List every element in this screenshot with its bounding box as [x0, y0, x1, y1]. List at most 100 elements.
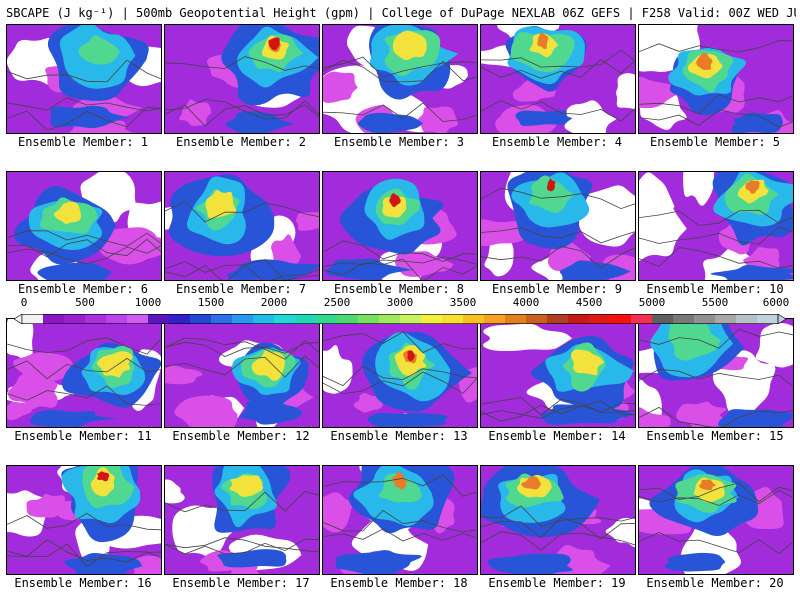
ensemble-member-map: [322, 24, 478, 134]
colorbar-swatch: [22, 314, 44, 324]
colorbar-swatch: [442, 314, 464, 324]
colorbar-swatch: [379, 314, 401, 324]
sbcape-field: [639, 319, 793, 427]
colorbar-swatch: [127, 314, 149, 324]
sbcape-field: [481, 25, 635, 133]
colorbar-swatch: [547, 314, 569, 324]
ensemble-member-label: Ensemble Member: 9: [491, 282, 623, 296]
colorbar-swatch: [169, 314, 191, 324]
sbcape-field: [165, 172, 319, 280]
ensemble-member-label: Ensemble Member: 7: [175, 282, 307, 296]
colorbar-right-arrow: [777, 313, 787, 325]
ensemble-member-map: [638, 24, 794, 134]
ensemble-member-map: [6, 24, 162, 134]
colorbar-swatch: [316, 314, 338, 324]
colorbar-swatch: [295, 314, 317, 324]
sbcape-field: [639, 466, 793, 574]
colorbar-tick-label: 4500: [575, 296, 603, 309]
ensemble-member-label: Ensemble Member: 1: [17, 135, 149, 149]
colorbar-tick-label: 1000: [134, 296, 162, 309]
colorbar-swatch: [505, 314, 527, 324]
colorbar-swatch: [736, 314, 758, 324]
colorbar-swatch: [106, 314, 128, 324]
colorbar-tick-label: 5500: [701, 296, 729, 309]
colorbar-swatch: [400, 314, 422, 324]
page-title: SBCAPE (J kg⁻¹) | 500mb Geopotential Hei…: [6, 6, 796, 20]
ensemble-member-map: [6, 171, 162, 281]
colorbar-left-arrow: [13, 313, 23, 325]
ensemble-member-map: [164, 465, 320, 575]
colorbar-tick-label: 4000: [512, 296, 540, 309]
ensemble-member-map: [164, 24, 320, 134]
sbcape-field: [7, 25, 161, 133]
ensemble-member-map: [638, 171, 794, 281]
colorbar-swatch: [694, 314, 716, 324]
ensemble-member-map: [322, 171, 478, 281]
colorbar-tick-label: 1500: [197, 296, 225, 309]
ensemble-member-label: Ensemble Member: 11: [14, 429, 152, 443]
colorbar-swatch: [253, 314, 275, 324]
colorbar-swatch: [673, 314, 695, 324]
ensemble-member-label: Ensemble Member: 18: [330, 576, 468, 590]
ensemble-member-label: Ensemble Member: 6: [17, 282, 149, 296]
sbcape-colorbar: [13, 309, 787, 325]
ensemble-member-label: Ensemble Member: 3: [333, 135, 465, 149]
ensemble-member-label: Ensemble Member: 20: [646, 576, 784, 590]
sbcape-field: [7, 466, 161, 574]
colorbar-swatch: [337, 314, 359, 324]
sbcape-field: [639, 172, 793, 280]
sbcape-field: [165, 319, 319, 427]
colorbar-swatch: [631, 314, 653, 324]
colorbar-tick-label: 0: [20, 296, 28, 309]
colorbar-swatch: [85, 314, 107, 324]
ensemble-member-label: Ensemble Member: 5: [649, 135, 781, 149]
sbcape-field: [7, 172, 161, 280]
sbcape-field: [323, 466, 477, 574]
sbcape-field: [639, 25, 793, 133]
ensemble-member-label: Ensemble Member: 2: [175, 135, 307, 149]
colorbar-swatch: [757, 314, 779, 324]
ensemble-member-map: [164, 318, 320, 428]
colorbar-swatch: [589, 314, 611, 324]
ensemble-member-map: [638, 465, 794, 575]
ensemble-member-label: Ensemble Member: 13: [330, 429, 468, 443]
ensemble-member-map: [480, 171, 636, 281]
colorbar-frame: [21, 314, 779, 324]
ensemble-member-label: Ensemble Member: 19: [488, 576, 626, 590]
ensemble-member-label: Ensemble Member: 14: [488, 429, 626, 443]
colorbar-tick-label: 2000: [260, 296, 288, 309]
ensemble-member-label: Ensemble Member: 12: [172, 429, 310, 443]
sbcape-field: [481, 319, 635, 427]
colorbar-swatch: [715, 314, 737, 324]
colorbar-tick-label: 6000: [762, 296, 790, 309]
sbcape-field: [323, 172, 477, 280]
ensemble-member-map: [164, 171, 320, 281]
colorbar-tick-label: 3500: [449, 296, 477, 309]
colorbar-swatch: [610, 314, 632, 324]
ensemble-member-label: Ensemble Member: 15: [646, 429, 784, 443]
ensemble-member-map: [6, 318, 162, 428]
colorbar-swatch: [358, 314, 380, 324]
ensemble-member-map: [6, 465, 162, 575]
colorbar-swatch: [421, 314, 443, 324]
sbcape-field: [323, 319, 477, 427]
colorbar-swatch: [43, 314, 65, 324]
ensemble-member-map: [322, 318, 478, 428]
colorbar-tick-label: 2500: [323, 296, 351, 309]
sbcape-field: [165, 466, 319, 574]
ensemble-member-map: [480, 318, 636, 428]
ensemble-member-label: Ensemble Member: 4: [491, 135, 623, 149]
sbcape-field: [481, 466, 635, 574]
sbcape-field: [323, 25, 477, 133]
colorbar-swatch: [526, 314, 548, 324]
colorbar-swatch: [232, 314, 254, 324]
ensemble-member-label: Ensemble Member: 10: [646, 282, 784, 296]
ensemble-member-map: [322, 465, 478, 575]
sbcape-field: [481, 172, 635, 280]
ensemble-member-map: [480, 465, 636, 575]
colorbar-swatch: [484, 314, 506, 324]
colorbar-tick-label: 3000: [386, 296, 414, 309]
colorbar-swatch: [274, 314, 296, 324]
colorbar-tick-label: 500: [75, 296, 95, 309]
colorbar-tick-label: 5000: [638, 296, 666, 309]
